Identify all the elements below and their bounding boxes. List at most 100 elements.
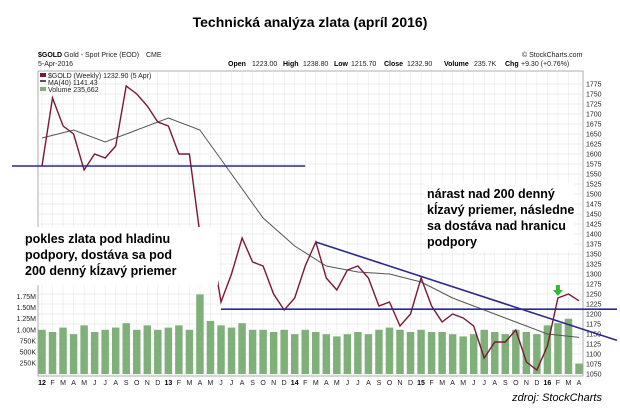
y-tick-label: 1200 (586, 312, 602, 319)
y-tick-label: 1725 (586, 102, 602, 109)
x-tick-label: M (81, 380, 87, 387)
x-tick-label: A (366, 380, 371, 387)
volume-bars (38, 294, 583, 374)
volume-bar (259, 329, 267, 374)
x-tick-label: F (50, 380, 54, 387)
volume-bar (575, 363, 583, 374)
y-tick-label: 1275 (586, 282, 602, 289)
x-tick-label: J (230, 380, 234, 387)
volume-value: 235.7K (474, 61, 497, 68)
y-tick-label: 1250 (586, 292, 602, 299)
y-tick-label: 1500 (586, 192, 602, 199)
x-tick-label: N (397, 380, 402, 387)
x-tick-label: S (377, 380, 382, 387)
y-tick-label: 1625 (586, 142, 602, 149)
volume-bar (164, 327, 173, 374)
x-tick-label: J (103, 380, 107, 387)
x-tick-label: F (303, 380, 307, 387)
open-value: 1223.00 (252, 61, 277, 68)
y-tick-label: 1675 (586, 122, 602, 129)
volume-bar (248, 329, 257, 374)
x-tick-label: O (513, 380, 519, 387)
header-exchange: CME (146, 52, 162, 59)
x-tick-label: D (155, 380, 160, 387)
x-tick-label: M (439, 380, 445, 387)
annotation-right-bg (424, 183, 574, 251)
x-tick-label: N (524, 380, 529, 387)
x-tick-label: N (271, 380, 276, 387)
x-tick-label: D (534, 380, 539, 387)
y-tick-label: 1550 (586, 172, 602, 179)
x-tick-label: O (260, 380, 266, 387)
volume-bar (480, 329, 488, 374)
y-tick-label: 1575 (586, 162, 602, 169)
volume-bar (322, 334, 331, 374)
header-name: Gold - Spot Price (EOD) (64, 52, 139, 59)
annotation-left-line-3: 200 denný kĺzavý priemer (25, 263, 177, 278)
volume-bar (154, 329, 162, 374)
high-label: High (283, 61, 299, 68)
volume-axis-ticks: 1.75M 1.50M 1.25M 1.00M 750K 500K 250K (17, 294, 37, 367)
volume-bar (206, 320, 215, 374)
x-tick-label: J (219, 380, 223, 387)
x-tick-label: A (577, 380, 582, 387)
x-tick-label: M (566, 380, 572, 387)
volume-bar (448, 334, 457, 374)
volume-label: Volume (444, 61, 469, 68)
y-tick-label: 1225 (586, 302, 602, 309)
y-tick-label: 1375 (586, 242, 602, 249)
x-tick-label: M (460, 380, 466, 387)
y-tick-label: 1525 (586, 182, 602, 189)
y-tick-label: 1650 (586, 132, 602, 139)
y-tick-label: 1475 (586, 202, 602, 209)
volume-bar (175, 325, 183, 374)
volume-tick-label: 1.75M (17, 294, 37, 301)
price-line (41, 84, 580, 372)
y-tick-label: 1150 (586, 332, 601, 339)
volume-bar (522, 332, 531, 374)
annotation-right-line-4: podpory (427, 235, 477, 249)
volume-bar (269, 332, 278, 374)
y-tick-label: 1300 (586, 272, 602, 279)
chg-label: Chg (505, 61, 519, 68)
volume-bar (238, 323, 246, 374)
annotation-left-bg (22, 227, 218, 285)
low-label: Low (334, 61, 349, 68)
y-tick-label: 1600 (586, 152, 602, 159)
volume-bar (90, 332, 99, 374)
x-tick-label: M (186, 380, 192, 387)
volume-bar (543, 325, 552, 374)
x-tick-label: J (93, 380, 97, 387)
x-tick-label: 14 (291, 380, 299, 387)
x-tick-label: F (556, 380, 560, 387)
x-tick-label: N (145, 380, 150, 387)
volume-bar (217, 325, 225, 374)
volume-bar (459, 336, 467, 374)
y-tick-label: 1350 (586, 252, 602, 259)
x-tick-label: M (313, 380, 319, 387)
open-label: Open (228, 61, 246, 68)
volume-bar (143, 325, 152, 374)
volume-bar (290, 334, 299, 374)
x-tick-label: D (408, 380, 413, 387)
x-tick-label: J (356, 380, 360, 387)
x-tick-label: A (450, 380, 455, 387)
legend-volume-swatch (40, 87, 46, 91)
volume-bar (491, 332, 499, 374)
trend-lines (12, 165, 618, 342)
down-arrow-icon (552, 285, 563, 296)
y-tick-label: 1700 (586, 112, 602, 119)
volume-bar (554, 323, 562, 374)
x-tick-label: M (208, 380, 214, 387)
volume-bar (227, 327, 236, 374)
source-note: zdroj: StockCharts (512, 392, 602, 404)
y-tick-label: 1775 (586, 82, 602, 89)
y-tick-label: 1325 (586, 262, 602, 269)
annotation-left-line-1: pokles zlata pod hladinu (25, 232, 170, 246)
volume-bar (417, 329, 425, 374)
volume-bar (564, 318, 573, 374)
volume-bar (533, 334, 541, 374)
volume-bar (385, 327, 394, 374)
volume-bar (122, 323, 130, 374)
x-tick-label: J (472, 380, 476, 387)
